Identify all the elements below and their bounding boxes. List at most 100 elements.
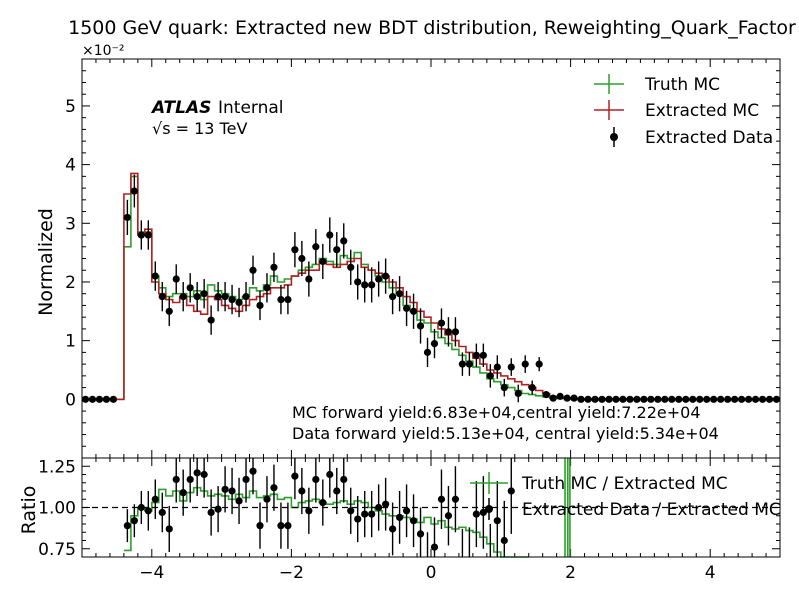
data-point — [284, 295, 292, 304]
data-point — [305, 275, 313, 283]
ratio-data-point — [451, 495, 460, 503]
data-point — [395, 290, 404, 298]
ratio-data-point — [179, 489, 187, 497]
ratio-data-point — [228, 487, 236, 495]
legend-swatch-data-over-extracted — [485, 498, 493, 520]
ratio-data-point — [395, 513, 404, 522]
data-point — [200, 290, 208, 298]
data-point — [214, 293, 222, 301]
ratio-data-point — [319, 498, 327, 507]
data-point — [591, 395, 599, 403]
x-tick-label: 4 — [705, 563, 716, 583]
data-point — [577, 395, 585, 403]
data-point — [319, 257, 327, 266]
data-point — [123, 213, 131, 222]
data-point — [95, 395, 104, 403]
data-point — [263, 284, 271, 292]
data-point — [151, 272, 159, 280]
data-point — [409, 307, 418, 315]
data-point — [437, 319, 446, 327]
ratio-data-point — [291, 472, 299, 480]
data-point — [619, 395, 627, 403]
data-point — [165, 307, 173, 315]
data-point — [731, 395, 739, 403]
main-legend: Truth MC Extracted MC Extracted Data — [594, 74, 773, 148]
ratio-data-point — [305, 507, 313, 515]
data-point — [207, 316, 215, 324]
ratio-data-point — [437, 495, 446, 503]
ratio-data-point — [172, 475, 180, 484]
ratio-data-point — [479, 508, 487, 517]
data-point — [668, 395, 676, 403]
data-point — [633, 395, 641, 403]
ratio-data-point — [242, 475, 250, 484]
data-point — [137, 231, 145, 239]
series-line-extracted-mc — [82, 172, 780, 401]
legend-label-extracted-data: Extracted Data — [645, 128, 773, 148]
data-point — [451, 328, 460, 336]
y-tick-label: 1 — [65, 332, 76, 352]
ratio-y-axis-label: Ratio — [18, 486, 40, 535]
ratio-frame — [81, 457, 781, 558]
data-point — [724, 395, 732, 403]
ratio-panel: Ratio 0.75 1.00 1.25 −4 −2 0 2 4 Truth MC / Ext… — [18, 457, 781, 583]
data-point — [514, 389, 522, 398]
ratio-series — [123, 458, 571, 558]
ratio-legend-label-truth: Truth MC / Extracted MC — [521, 474, 728, 494]
ratio-data-point — [263, 495, 271, 503]
data-point — [647, 395, 655, 403]
y-tick-label: 4 — [65, 156, 76, 176]
atlas-internal-label: Internal — [218, 98, 284, 118]
data-point — [326, 231, 334, 239]
ratio-legend-label-data: Extracted Data / Extracted MC — [522, 500, 781, 520]
data-point — [507, 363, 515, 371]
data-point — [333, 246, 341, 254]
data-point — [661, 395, 669, 403]
data-point — [772, 395, 781, 403]
data-point — [549, 394, 557, 402]
ratio-y-tick-label: 1.00 — [38, 499, 76, 519]
data-point — [584, 395, 592, 403]
data-point — [423, 348, 432, 356]
data-point — [270, 263, 278, 271]
data-point — [500, 383, 508, 392]
data-point — [382, 272, 390, 280]
ratio-data-point — [493, 517, 501, 525]
ratio-data-point — [354, 515, 362, 523]
ratio-data-point — [298, 487, 306, 495]
ratio-data-point — [221, 485, 229, 493]
data-point — [235, 298, 243, 307]
ratio-data-point — [123, 522, 131, 530]
data-point — [242, 293, 250, 301]
ratio-data-point — [186, 475, 194, 484]
ratio-data-point — [326, 470, 334, 479]
data-point — [186, 284, 194, 292]
x-tick-label: −4 — [139, 563, 164, 583]
ratio-data-point — [137, 503, 145, 512]
ratio-data-point — [214, 505, 222, 513]
ratio-data-point — [270, 484, 278, 492]
ratio-y-tick-label: 1.25 — [38, 457, 76, 477]
data-point — [102, 395, 111, 403]
data-point — [486, 372, 494, 380]
main-series — [81, 172, 781, 403]
ratio-data-point — [409, 517, 418, 525]
data-point — [158, 293, 166, 301]
ratio-data-point — [472, 510, 480, 518]
ratio-truth-step-line — [123, 486, 529, 558]
data-point — [689, 395, 697, 403]
x-tick-label: 2 — [565, 563, 576, 583]
ratio-data-point — [235, 497, 243, 505]
ratio-data-point — [416, 530, 425, 538]
ratio-data-point — [158, 508, 166, 517]
atlas-label: ATLAS — [150, 98, 211, 118]
mc-yield-annotation: MC forward yield:6.83e+04,central yield:… — [292, 403, 701, 422]
ratio-legend: Truth MC / Extracted MC Extracted Data /… — [470, 472, 781, 520]
data-point — [682, 395, 690, 403]
ratio-data-point — [277, 522, 285, 530]
data-point — [109, 395, 118, 403]
y-tick-label: 0 — [65, 390, 76, 410]
ratio-data-point — [193, 469, 201, 477]
data-point — [277, 295, 285, 304]
legend-swatch-extracted-data — [610, 127, 618, 147]
